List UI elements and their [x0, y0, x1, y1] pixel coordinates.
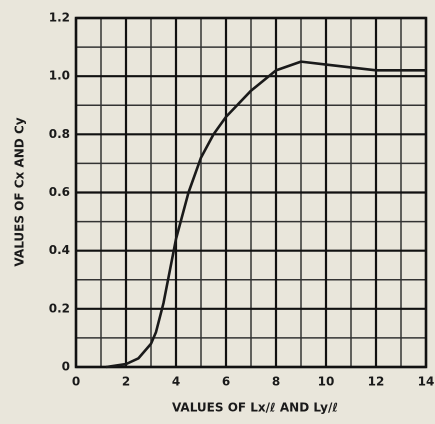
y-axis-label: VALUES OF Cx AND Cy [13, 117, 27, 266]
x-tick-label: 0 [72, 375, 80, 389]
x-tick-label: 10 [318, 375, 335, 389]
x-tick-label: 2 [122, 375, 130, 389]
y-tick-label: 1.2 [49, 11, 70, 25]
y-tick-label: 0.4 [49, 243, 70, 257]
x-tick-label: 14 [418, 375, 435, 389]
x-axis-label: VALUES OF Lx/ℓ AND Ly/ℓ [172, 401, 338, 415]
data-line [105, 60, 426, 369]
y-tick-label: 0 [62, 360, 70, 374]
y-tick-label: 1.0 [49, 69, 70, 83]
x-tick-label: 4 [172, 375, 180, 389]
y-tick-label: 0.8 [49, 127, 70, 141]
x-tick-label: 8 [272, 375, 280, 389]
x-tick-label: 6 [222, 375, 230, 389]
y-tick-label: 0.6 [49, 185, 70, 199]
x-tick-label: 12 [368, 375, 385, 389]
y-tick-label: 0.2 [49, 301, 70, 315]
plot-frame [74, 16, 428, 369]
